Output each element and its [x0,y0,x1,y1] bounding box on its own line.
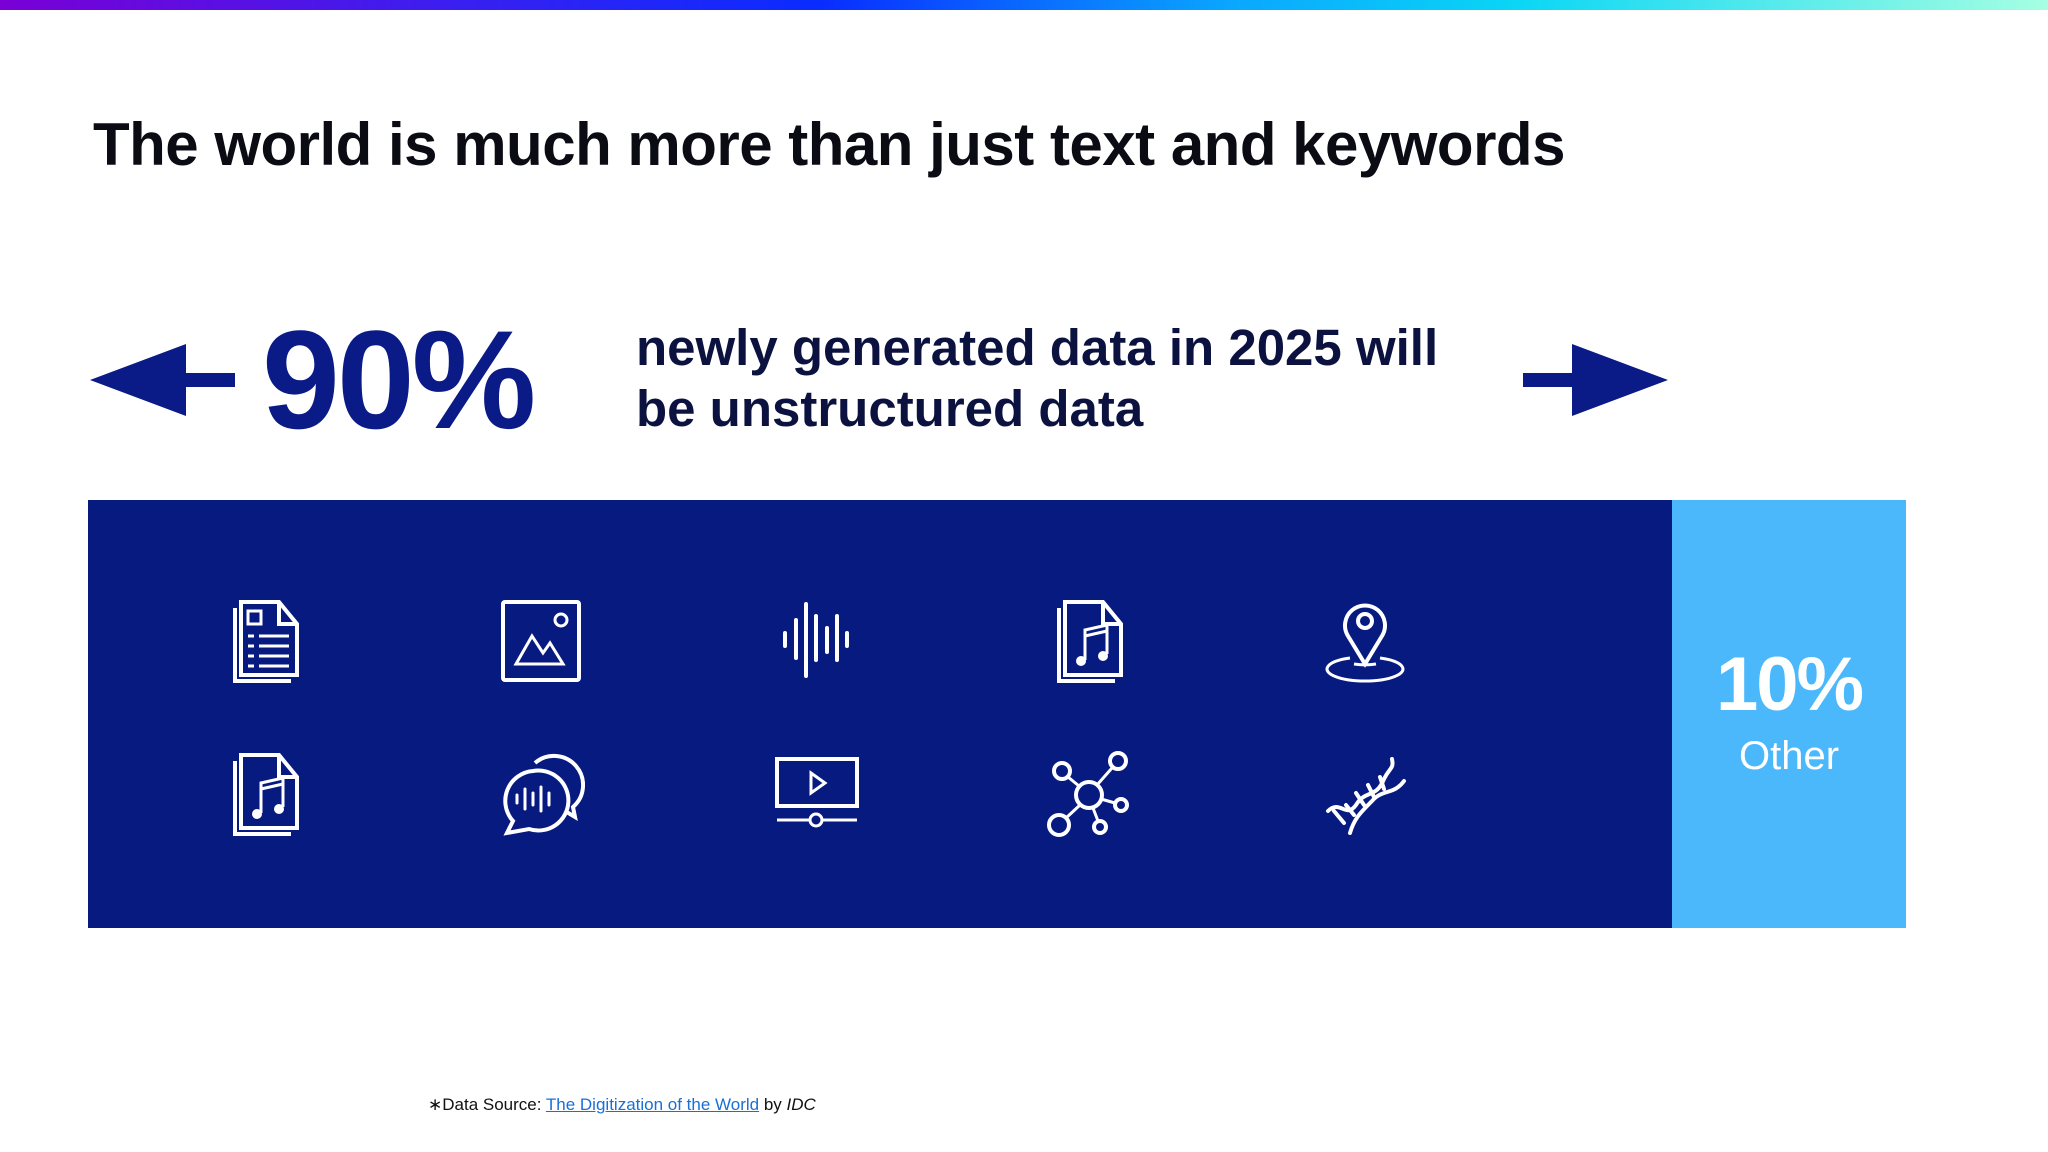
other-percent: 10% [1715,642,1864,727]
headline-line-2: be unstructured data [636,380,1144,437]
unstructured-percent: 90% [262,301,536,458]
slide-title: The world is much more than just text an… [93,111,1565,178]
headline-line-1: newly generated data in 2025 will [636,319,1439,376]
video-player-icon [771,749,861,839]
arrow-right-icon [1523,344,1668,416]
document-icon [221,596,311,686]
footnote-middle: by [759,1095,787,1114]
location-pin-icon [1320,596,1410,686]
headline-text: newly generated data in 2025 will be uns… [636,317,1516,439]
source-link[interactable]: The Digitization of the World [545,1095,760,1114]
gradient-accent-bar [0,0,2048,10]
dna-icon [1320,749,1410,839]
footnote-prefix: ∗Data Source: [428,1095,546,1114]
audio-waveform-icon [771,596,861,686]
other-data-block: 10% Other [1672,500,1906,928]
footnote-source: IDC [786,1095,816,1114]
image-icon [495,596,585,686]
other-label: Other [1738,734,1840,778]
footnote: ∗Data Source: The Digitization of the Wo… [428,1095,816,1115]
music-file-icon [1045,596,1135,686]
network-graph-icon [1045,749,1135,839]
unstructured-data-block [88,500,1672,928]
music-file-icon [221,749,311,839]
arrow-left-icon [90,344,235,416]
voice-chat-icon [495,749,585,839]
